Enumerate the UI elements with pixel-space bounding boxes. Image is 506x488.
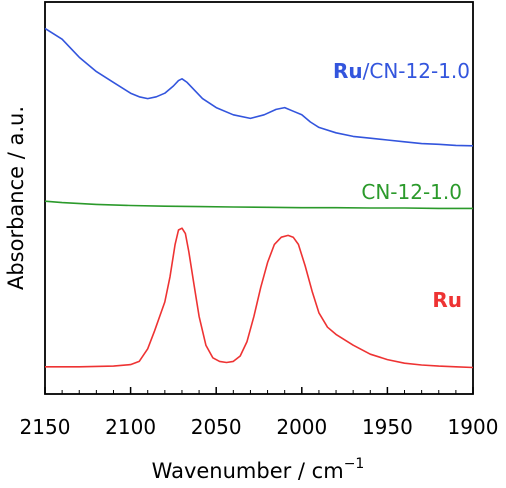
series-label-ru: Ru bbox=[432, 288, 462, 312]
x-axis-title: Wavenumber / cm−1 bbox=[152, 456, 365, 483]
x-tick-label: 2150 bbox=[20, 415, 71, 439]
series-lines bbox=[44, 27, 474, 369]
x-tick-label: 2100 bbox=[105, 415, 156, 439]
x-axis-ticks: 2150 2100 2050 2000 1950 1900 bbox=[20, 387, 499, 439]
x-tick-label: 1900 bbox=[448, 415, 499, 439]
series-label-ru-cn-suffix: /CN-12-1.0 bbox=[363, 59, 470, 83]
series-line-1 bbox=[44, 200, 473, 210]
x-tick-label: 2050 bbox=[191, 415, 242, 439]
x-axis-title-main: Wavenumber / cm bbox=[152, 459, 344, 483]
x-tick-label: 2000 bbox=[276, 415, 327, 439]
plot-frame bbox=[44, 1, 474, 395]
series-label-ru-cn: Ru/CN-12-1.0 bbox=[333, 59, 470, 83]
series-line-2 bbox=[45, 227, 474, 369]
y-axis-title: Absorbance / a.u. bbox=[4, 106, 28, 290]
x-axis-title-exponent: −1 bbox=[344, 456, 365, 472]
series-label-ru-cn-prefix: Ru bbox=[333, 59, 363, 83]
series-label-cn: CN-12-1.0 bbox=[361, 180, 462, 204]
x-tick-label: 1950 bbox=[362, 415, 413, 439]
series-line-0 bbox=[44, 27, 474, 147]
